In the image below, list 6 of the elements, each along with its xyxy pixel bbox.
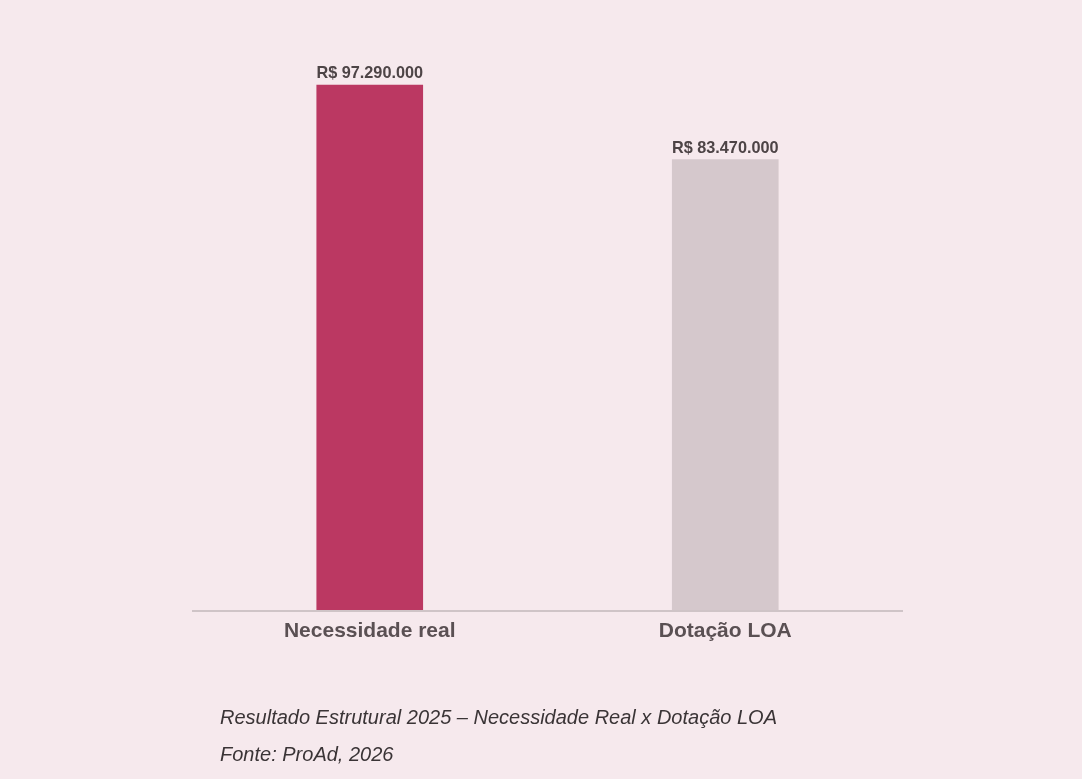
source-note: Fonte: ProAd, 2026 <box>220 743 395 765</box>
x-tick-label: Necessidade real <box>283 618 456 642</box>
x-tick-label: Dotação LOA <box>658 618 792 642</box>
data-label: R$ 83.470.000 <box>671 138 779 157</box>
data-label: R$ 97.290.000 <box>316 63 424 82</box>
text: Resultado Estrutural 2025 – Necessidade Real x Dotação LOA <box>220 706 777 728</box>
